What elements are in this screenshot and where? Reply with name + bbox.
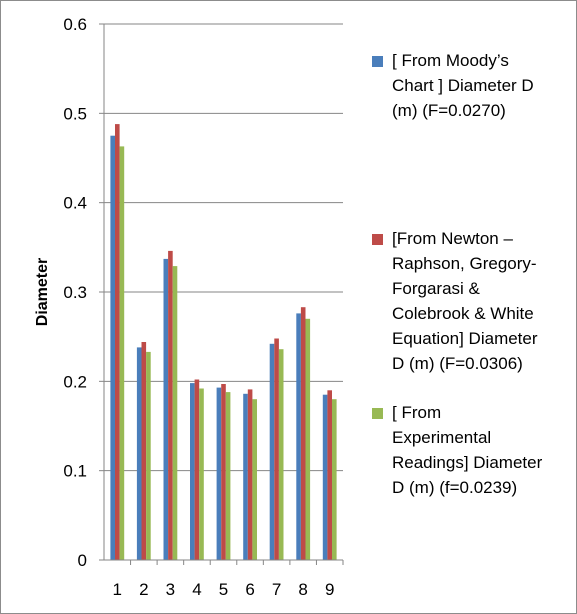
bar-series-1-cat-7 bbox=[269, 343, 275, 560]
y-tick-label: 0.1 bbox=[63, 462, 87, 481]
y-tick-labels: 0 0.1 0.2 0.3 0.4 0.5 0.6 bbox=[63, 15, 87, 570]
bar-series-1-cat-1 bbox=[110, 135, 115, 560]
x-tick-label: 7 bbox=[272, 580, 281, 599]
y-tick-label: 0.4 bbox=[63, 194, 87, 213]
bar-series-2-cat-4 bbox=[194, 379, 200, 560]
x-tick-label: 8 bbox=[298, 580, 307, 599]
bar-series-1-cat-3 bbox=[163, 258, 169, 560]
bar-series-2-cat-1 bbox=[115, 124, 120, 560]
bar-series-3-cat-4 bbox=[199, 388, 204, 560]
bar-series-2-cat-8 bbox=[300, 307, 306, 560]
legend-label-moody: [ From Moody’s Chart ] Diameter D (m) (F… bbox=[392, 51, 534, 120]
bar-series-2-cat-2 bbox=[141, 342, 147, 560]
bar-series-1-cat-4 bbox=[190, 383, 195, 560]
bar-series-3-cat-9 bbox=[332, 399, 337, 560]
x-tick-label: 1 bbox=[113, 580, 122, 599]
y-tick-label: 0.2 bbox=[63, 372, 87, 391]
y-axis-label: Diameter bbox=[34, 258, 51, 326]
legend-swatch-newton-raphson bbox=[372, 234, 383, 245]
bar-series-1-cat-5 bbox=[216, 387, 222, 560]
x-tick-label: 3 bbox=[166, 580, 175, 599]
bar-series-3-cat-2 bbox=[146, 351, 151, 560]
legend-swatch-experimental bbox=[372, 408, 383, 419]
bar-series-1-cat-8 bbox=[296, 313, 301, 560]
bar-series-3-cat-1 bbox=[119, 146, 125, 560]
bar-series-1-cat-2 bbox=[136, 347, 142, 560]
x-tick-label: 2 bbox=[139, 580, 148, 599]
y-tick-label: 0 bbox=[78, 551, 87, 570]
bar-series-3-cat-7 bbox=[278, 349, 284, 560]
y-tick-label: 0.6 bbox=[63, 15, 87, 34]
x-tick-label: 9 bbox=[325, 580, 334, 599]
y-tick-label: 0.5 bbox=[63, 104, 87, 123]
bar-series-2-cat-9 bbox=[327, 390, 332, 560]
bar-series-3-cat-3 bbox=[172, 266, 178, 560]
bars bbox=[110, 124, 337, 560]
x-tick-label: 6 bbox=[245, 580, 254, 599]
bar-series-1-cat-6 bbox=[243, 393, 248, 560]
axes bbox=[103, 24, 343, 561]
bar-series-3-cat-6 bbox=[252, 399, 257, 560]
bar-series-3-cat-8 bbox=[305, 318, 311, 560]
bar-series-2-cat-3 bbox=[168, 250, 173, 560]
legend-label-newton-raphson: [From Newton – Raphson, Gregory- Forgara… bbox=[392, 229, 538, 373]
legend-label-experimental: [ From Experimental Readings] Diameter D… bbox=[392, 403, 543, 497]
y-tick-label: 0.3 bbox=[63, 283, 87, 302]
legend-swatch-moody bbox=[372, 56, 383, 67]
bar-series-2-cat-5 bbox=[221, 384, 226, 560]
bar-series-1-cat-9 bbox=[322, 394, 328, 560]
bar-series-3-cat-5 bbox=[225, 392, 231, 560]
x-tick-label: 5 bbox=[219, 580, 228, 599]
x-tick-label: 4 bbox=[192, 580, 201, 599]
bar-series-2-cat-6 bbox=[247, 389, 253, 560]
bar-series-2-cat-7 bbox=[274, 338, 279, 560]
